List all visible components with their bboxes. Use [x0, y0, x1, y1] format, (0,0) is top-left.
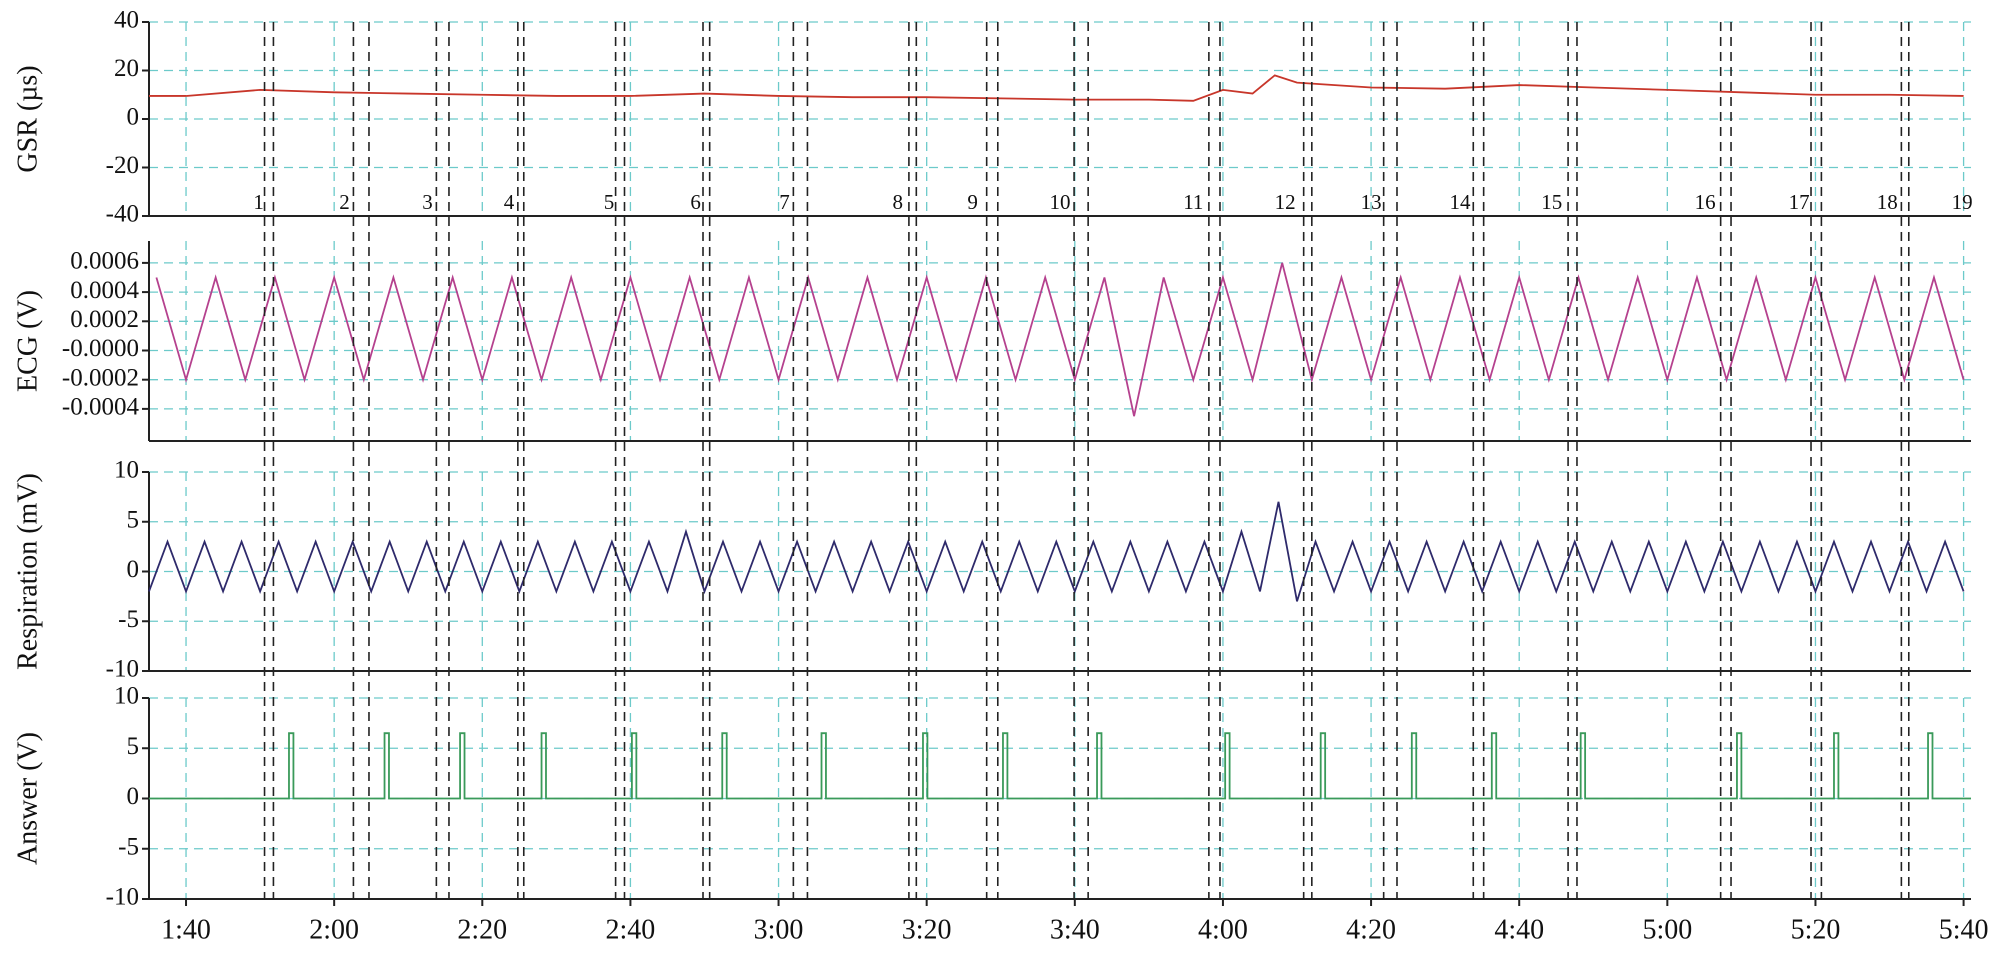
y-axis-label: Answer (V) — [12, 732, 43, 865]
question-label: 5 — [604, 190, 615, 214]
y-tick-label: 10 — [114, 457, 139, 484]
x-tick-label: 3:20 — [902, 914, 952, 945]
y-tick-label: -20 — [106, 152, 139, 179]
signal-line — [148, 501, 1965, 602]
signal-line — [149, 74, 1964, 102]
y-tick-label: -10 — [106, 656, 139, 683]
y-axis-label: Respiration (mV) — [12, 473, 43, 670]
y-axis-label: GSR (µs) — [12, 65, 43, 172]
question-label: 7 — [779, 190, 790, 214]
question-label: 8 — [893, 190, 904, 214]
x-tick-label: 2:40 — [606, 914, 656, 945]
question-label: 2 — [339, 190, 350, 214]
question-label: 11 — [1183, 190, 1203, 214]
y-tick-label: -40 — [106, 201, 139, 228]
question-label: 1 — [253, 190, 264, 214]
question-label: 17 — [1789, 190, 1810, 214]
question-label: 18 — [1877, 190, 1898, 214]
question-label: 19 — [1952, 190, 1973, 214]
y-tick-label: -10 — [106, 884, 139, 911]
y-tick-label: 0.0004 — [70, 277, 139, 304]
x-tick-label: 5:20 — [1791, 914, 1841, 945]
y-tick-label: 0 — [127, 556, 140, 583]
y-tick-label: 0.0002 — [70, 306, 139, 333]
x-tick-label: 1:40 — [161, 914, 211, 945]
y-tick-label: -0.0000 — [62, 335, 139, 362]
question-label: 14 — [1449, 190, 1471, 214]
x-tick-label: 2:00 — [309, 914, 359, 945]
x-tick-label: 4:20 — [1346, 914, 1396, 945]
y-tick-label: -0.0002 — [62, 364, 139, 391]
y-tick-label: -0.0004 — [62, 394, 140, 421]
x-tick-label: 4:40 — [1494, 914, 1544, 945]
signal-line — [155, 262, 1965, 417]
signal-line — [149, 732, 1971, 800]
x-tick-label: 3:00 — [754, 914, 804, 945]
y-tick-label: 10 — [114, 683, 139, 710]
question-label: 3 — [422, 190, 433, 214]
question-label: 15 — [1541, 190, 1562, 214]
x-tick-label: 5:00 — [1642, 914, 1692, 945]
question-label: 13 — [1361, 190, 1382, 214]
question-label: 9 — [967, 190, 978, 214]
question-label: 4 — [504, 190, 515, 214]
y-tick-label: -5 — [118, 606, 139, 633]
question-label: 10 — [1050, 190, 1071, 214]
y-axis-label: ECG (V) — [12, 290, 43, 392]
question-label: 6 — [690, 190, 701, 214]
y-tick-label: -5 — [118, 833, 139, 860]
y-tick-label: 40 — [114, 7, 139, 34]
y-tick-label: 0 — [127, 104, 140, 131]
x-tick-label: 3:40 — [1050, 914, 1100, 945]
question-label: 16 — [1695, 190, 1716, 214]
y-tick-label: 0.0006 — [70, 248, 139, 275]
x-tick-label: 2:20 — [457, 914, 507, 945]
question-label: 12 — [1275, 190, 1296, 214]
x-tick-label: 5:40 — [1939, 914, 1989, 945]
y-tick-label: 5 — [127, 733, 140, 760]
x-tick-label: 4:00 — [1198, 914, 1248, 945]
y-tick-label: 5 — [127, 506, 140, 533]
y-tick-label: 0 — [127, 783, 140, 810]
y-tick-label: 20 — [114, 55, 139, 82]
